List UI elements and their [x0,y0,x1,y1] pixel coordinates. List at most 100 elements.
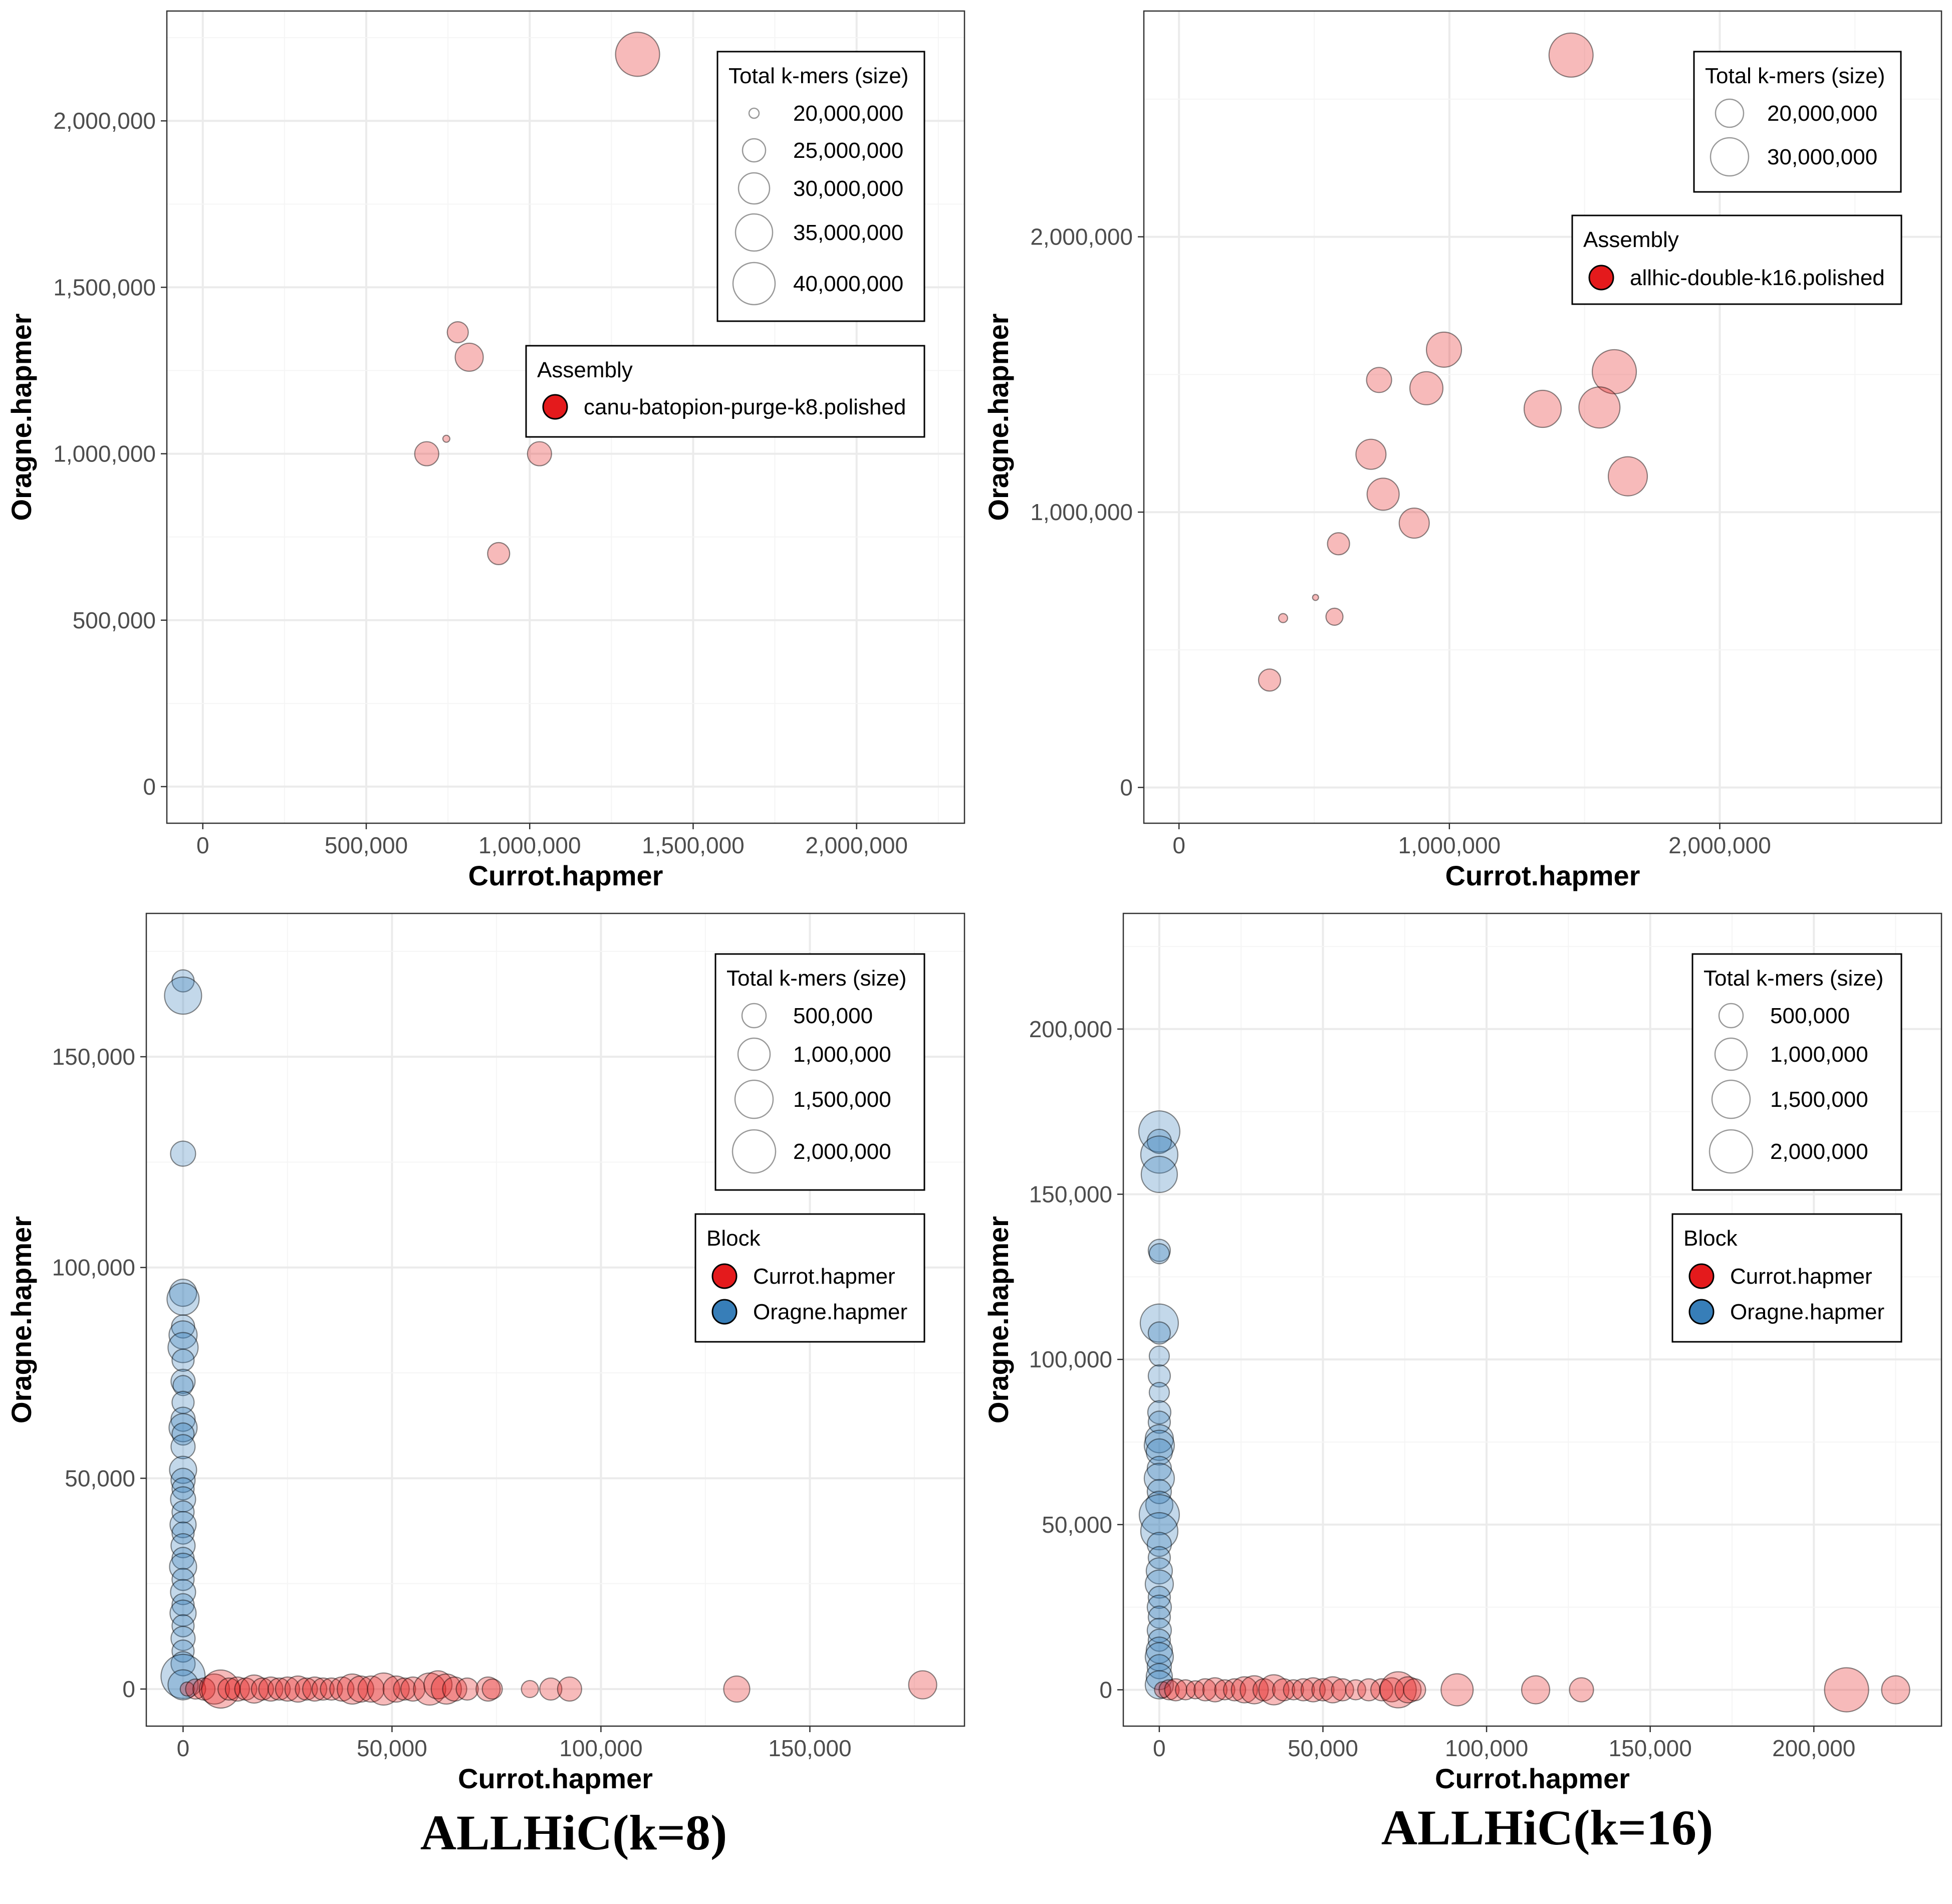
point-oragne [168,1413,198,1443]
size-legend-key [735,213,774,252]
point-oragne [1146,1654,1172,1680]
y-tick-label: 2,000,000 [1030,224,1133,250]
color-legend-label: Currot.hapmer [1730,1264,1872,1289]
x-tick-label: 150,000 [1609,1735,1692,1761]
color-legend-label: Oragne.hapmer [753,1300,907,1324]
point-curot [414,441,439,466]
size-legend-key [737,1037,771,1071]
point-curot [454,342,484,372]
point-curot [1521,1675,1551,1705]
point-curot [393,1677,416,1701]
point-oragne [1146,1532,1172,1557]
size-legend-label: 1,500,000 [793,1087,891,1112]
point-curot [1370,1678,1394,1702]
color-legend-key [1688,1263,1715,1289]
point-oragne [171,1477,195,1501]
point-oragne [164,976,202,1015]
point-oragne [169,1279,197,1307]
size-legend-box [1691,953,1902,1191]
point-curot [275,1676,300,1702]
point-oragne [1143,1430,1175,1461]
color-legend: Assembly allhic-double-k16.polished [1571,214,1902,305]
point-curot [1240,1675,1269,1705]
size-legend-box [716,51,925,322]
point-oragne [171,1639,195,1663]
size-legend: Total k-mers (size) 500,000 1,000,000 1,500… [1691,953,1902,1191]
y-tick-label: 50,000 [1042,1512,1112,1538]
point-curot [1440,1673,1474,1707]
color-legend-box [1571,214,1902,305]
data-points [414,32,660,565]
size-legend-title: Total k-mers (size) [1703,966,1883,991]
point-curot [1403,1678,1426,1702]
point-oragne [1146,1594,1172,1620]
point-curot [1300,1677,1326,1703]
point-curot [1327,532,1350,556]
point-curot [251,1677,274,1701]
point-curot [1278,613,1289,623]
size-legend-key [738,172,771,205]
size-legend-label: 1,500,000 [1770,1087,1868,1112]
point-curot [430,1673,462,1705]
size-legend-label: 2,000,000 [1770,1139,1868,1164]
point-oragne [1147,1239,1171,1262]
point-curot [1881,1675,1910,1705]
point-curot [1366,367,1392,393]
point-oragne [1147,1546,1171,1569]
point-curot [1175,1679,1196,1701]
point-oragne [1145,1557,1173,1585]
point-curot [185,1678,206,1700]
point-oragne [170,1406,196,1432]
x-tick-label: 0 [1172,832,1185,858]
point-curot [1231,1676,1258,1704]
x-tick-label: 100,000 [1445,1735,1528,1761]
point-oragne [1145,1491,1173,1519]
y-tick-label: 150,000 [52,1044,135,1070]
point-curot [1379,1677,1404,1703]
point-oragne [169,1456,197,1484]
point-curot [201,1669,240,1709]
color-legend-label: Oragne.hapmer [1730,1300,1884,1324]
x-tick-label: 50,000 [1288,1735,1358,1761]
point-oragne [170,1533,196,1559]
size-legend-title: Total k-mers (size) [1705,64,1885,88]
x-tick-label: 0 [1153,1735,1166,1761]
y-tick-label: 0 [122,1676,135,1702]
y-tick-label: 500,000 [73,607,156,633]
point-oragne [1146,1617,1172,1643]
x-axis-title: Currot.hapmer [1435,1763,1630,1794]
point-curot [615,32,660,77]
point-curot [382,1675,410,1703]
y-tick-label: 0 [143,774,156,800]
point-curot [1158,1679,1180,1701]
point-oragne [160,1653,206,1699]
y-tick-label: 150,000 [1029,1181,1112,1207]
point-oragne [1138,1110,1180,1153]
point-oragne [1145,1438,1173,1466]
point-oragne [1147,1605,1171,1629]
point-oragne [170,1625,196,1651]
point-curot [413,1672,446,1706]
x-tick-label: 1,000,000 [1398,832,1501,858]
point-oragne [171,1593,195,1616]
size-legend-key [742,138,767,163]
point-oragne [1144,1569,1174,1599]
y-tick-label: 50,000 [65,1465,135,1491]
size-legend-box [1693,51,1902,193]
y-axis-title: Oragne.hapmer [983,1216,1014,1423]
size-legend-label: 25,000,000 [793,138,903,163]
point-curot [1425,331,1462,368]
point-curot [1578,386,1621,429]
y-tick-label: 1,000,000 [53,441,156,467]
point-curot [217,1677,241,1701]
point-curot [1379,1671,1417,1709]
color-legend-title: Assembly [1583,227,1679,252]
color-legend-label: allhic-double-k16.polished [1630,266,1885,290]
point-curot [329,1676,355,1702]
point-oragne [170,1468,196,1493]
color-legend-key [1688,1299,1715,1325]
point-oragne [1146,1128,1172,1154]
point-curot [367,1672,400,1706]
point-oragne [169,1511,197,1538]
point-oragne [1139,1303,1179,1343]
